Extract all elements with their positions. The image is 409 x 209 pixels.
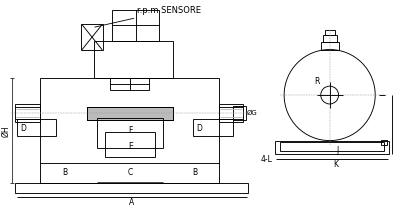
Text: r.p.m SENSORE: r.p.m SENSORE [94, 6, 200, 27]
Bar [87, 107, 173, 120]
Bar [324, 30, 334, 35]
Bar [17, 119, 56, 136]
Text: K: K [333, 160, 338, 169]
Text: D: D [20, 124, 26, 133]
Bar [97, 118, 163, 148]
Bar [81, 24, 103, 51]
Bar [322, 35, 336, 42]
Text: F: F [128, 126, 132, 135]
Text: B: B [62, 168, 67, 177]
Text: B: B [192, 168, 197, 177]
Bar [110, 78, 149, 90]
Bar [218, 104, 242, 122]
Text: R: R [313, 77, 319, 86]
Bar [40, 78, 218, 183]
Bar [15, 183, 248, 193]
Bar [105, 132, 155, 157]
Bar [112, 10, 159, 41]
Bar [193, 119, 232, 136]
Text: J: J [336, 146, 338, 155]
Text: ØG: ØG [246, 110, 256, 116]
Text: D: D [196, 124, 201, 133]
Bar [94, 41, 173, 78]
Bar [87, 107, 173, 120]
Bar [15, 104, 40, 122]
Bar [279, 141, 383, 152]
Text: ØH: ØH [2, 125, 11, 136]
Text: 4-L: 4-L [260, 155, 272, 164]
Text: C: C [127, 168, 133, 177]
Bar [320, 42, 338, 50]
Text: A: A [129, 198, 134, 207]
Text: E: E [128, 142, 132, 151]
Bar [380, 140, 386, 145]
Bar [232, 106, 245, 120]
Bar [274, 141, 388, 154]
